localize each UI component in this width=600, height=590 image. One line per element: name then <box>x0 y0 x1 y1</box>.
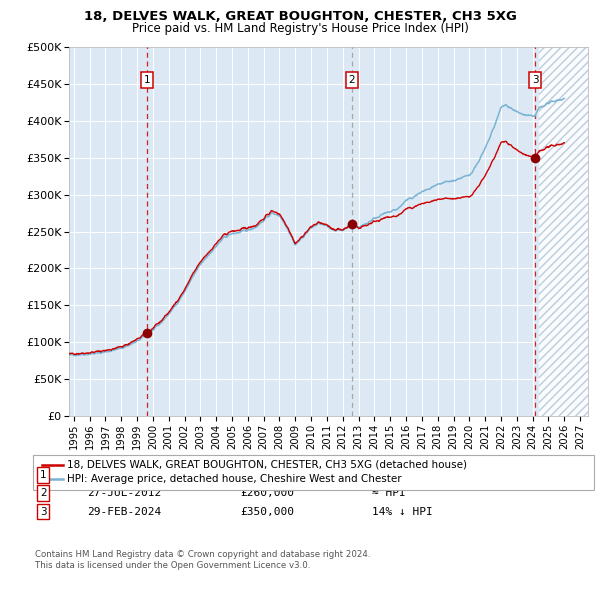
Text: 13-AUG-1999: 13-AUG-1999 <box>87 470 161 480</box>
Text: 18, DELVES WALK, GREAT BOUGHTON, CHESTER, CH3 5XG: 18, DELVES WALK, GREAT BOUGHTON, CHESTER… <box>83 10 517 23</box>
Text: ≈ HPI: ≈ HPI <box>372 489 406 498</box>
Text: 3: 3 <box>40 507 47 516</box>
Text: 2% ↓ HPI: 2% ↓ HPI <box>372 470 426 480</box>
Text: HPI: Average price, detached house, Cheshire West and Chester: HPI: Average price, detached house, Ches… <box>67 474 402 484</box>
Text: £350,000: £350,000 <box>240 507 294 516</box>
Text: 2: 2 <box>40 489 47 498</box>
Text: 1: 1 <box>40 470 47 480</box>
Text: 27-JUL-2012: 27-JUL-2012 <box>87 489 161 498</box>
Text: Contains HM Land Registry data © Crown copyright and database right 2024.: Contains HM Land Registry data © Crown c… <box>35 550 370 559</box>
Text: 18, DELVES WALK, GREAT BOUGHTON, CHESTER, CH3 5XG (detached house): 18, DELVES WALK, GREAT BOUGHTON, CHESTER… <box>67 460 467 470</box>
Text: This data is licensed under the Open Government Licence v3.0.: This data is licensed under the Open Gov… <box>35 561 310 570</box>
Text: £260,000: £260,000 <box>240 489 294 498</box>
Text: £112,500: £112,500 <box>240 470 294 480</box>
Bar <box>539 47 588 416</box>
Text: Price paid vs. HM Land Registry's House Price Index (HPI): Price paid vs. HM Land Registry's House … <box>131 22 469 35</box>
Text: 29-FEB-2024: 29-FEB-2024 <box>87 507 161 516</box>
Text: 3: 3 <box>532 76 539 86</box>
Text: 2: 2 <box>349 76 355 86</box>
Text: 14% ↓ HPI: 14% ↓ HPI <box>372 507 433 516</box>
Text: 1: 1 <box>143 76 150 86</box>
